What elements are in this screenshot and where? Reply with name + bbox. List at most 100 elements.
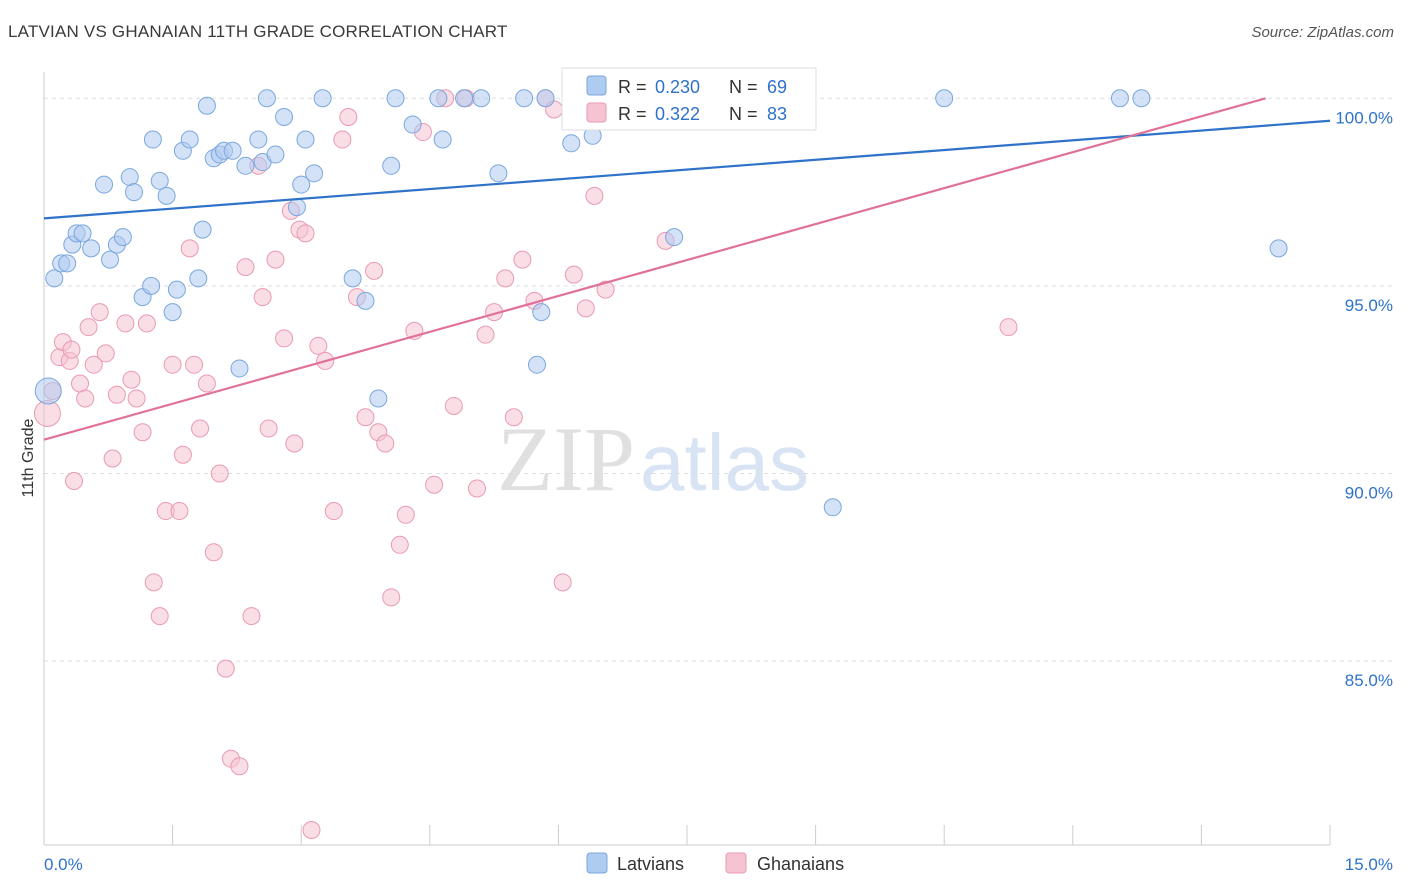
latvian-point [223,141,242,160]
ghanaian-point [396,505,415,524]
ghanaian-point [309,336,328,355]
latvian-point [101,250,120,269]
ghanaian-point [259,419,278,438]
series-legend: Latvians Ghanaians [586,852,844,874]
latvian-point [189,269,208,288]
y-axis-label: 11th Grade [20,418,37,497]
latvian-point [489,164,508,183]
latvian-point [562,134,581,153]
latvian-point [823,498,842,517]
latvian-point [296,130,315,149]
chart-source: Source: ZipAtlas.com [1251,24,1394,41]
chart-title: LATVIAN VS GHANAIAN 11TH GRADE CORRELATI… [8,22,508,41]
grid-lines [44,97,1395,662]
y-tick-label: 85.0% [1345,671,1393,690]
latvian-point [1132,89,1151,108]
latvian-point [125,183,144,202]
ghanaian-point [204,543,223,562]
ghanaian-point [504,408,523,427]
ghanaian-point [275,329,294,348]
legend-n-label: N = [729,104,758,124]
latvian-point [157,186,176,205]
series-legend-swatch-latvians [586,852,608,874]
ghanaians-trend-line [43,97,1266,441]
latvian-point [73,224,92,243]
latvian-point [257,89,276,108]
ghanaian-point [236,258,255,277]
ghanaian-point [476,325,495,344]
ghanaian-point [999,318,1018,337]
latvian-point [536,89,555,108]
latvian-point [34,377,62,405]
ghanaian-point [191,419,210,438]
latvian-point [249,130,268,149]
ghanaian-point [150,607,169,626]
ghanaian-point [444,396,463,415]
ghanaian-point [376,434,395,453]
ghanaian-point [62,340,81,359]
ghanaian-point [170,502,189,521]
ghanaian-point [127,389,146,408]
ghanaian-point [173,445,192,464]
ghanaian-point [133,423,152,442]
ghanaian-point [296,224,315,243]
y-tick-labels: 85.0% 90.0% 95.0% 100.0% [1335,108,1393,690]
latvian-point [163,303,182,322]
series-legend-label-ghanaians: Ghanaians [757,854,844,874]
latvian-point [266,145,285,164]
latvian-point [180,130,199,149]
ghanaian-point [585,186,604,205]
ghanaian-point [513,250,532,269]
latvian-point [236,156,255,175]
legend-swatch-latvians [586,75,607,96]
legend-r-value-ghanaians: 0.322 [655,104,700,124]
latvian-point [527,355,546,374]
latvian-point [292,175,311,194]
ghanaian-point [339,108,358,127]
ghanaian-point [553,573,572,592]
latvian-point [356,291,375,310]
latvian-point [287,198,306,217]
ghanaian-point [163,355,182,374]
latvian-point [45,269,64,288]
ghanaian-point [79,318,98,337]
latvian-point [665,228,684,247]
latvian-point [515,89,534,108]
y-tick-label: 95.0% [1345,296,1393,315]
ghanaian-point [210,464,229,483]
ghanaian-point [324,502,343,521]
y-tick-label: 100.0% [1335,108,1393,127]
latvian-point [58,254,77,273]
latvian-point [1110,89,1129,108]
ghanaian-point [90,303,109,322]
latvian-point [382,156,401,175]
latvian-point [429,89,448,108]
latvian-point [532,303,551,322]
latvian-point [150,171,169,190]
latvian-point [455,89,474,108]
ghanaian-point [84,355,103,374]
ghanaian-point [96,344,115,363]
legend-r-label: R = [618,104,647,124]
ghanaian-point [71,374,90,393]
latvian-point [313,89,332,108]
latvian-point [433,130,452,149]
ghanaian-point [467,479,486,498]
ghanaian-point [333,130,352,149]
ghanaian-point [425,475,444,494]
ghanaian-point [242,607,261,626]
ghanaian-point [285,434,304,453]
latvian-point [403,115,422,134]
latvian-point [1269,239,1288,258]
legend-swatch-ghanaians [586,102,607,123]
latvian-point [275,108,294,127]
ghanaian-point [76,389,95,408]
legend-n-value-ghanaians: 83 [767,104,787,124]
stats-legend: R = 0.230 N = 69 R = 0.322 N = 83 [561,67,817,131]
ghanaian-point [253,288,272,307]
ghanaian-point [116,314,135,333]
ghanaian-point [230,757,249,776]
ghanaian-point [576,299,595,318]
x-tick-label-max: 15.0% [1345,855,1393,874]
x-axis-ticks [172,825,1331,845]
